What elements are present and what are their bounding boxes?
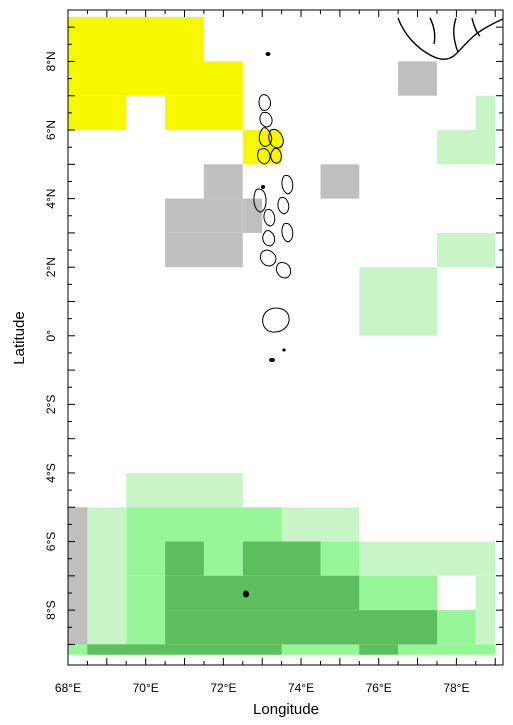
lon-tick-label: 74°E [288,681,314,695]
cell-pale-green [359,267,437,302]
cell-pale-green [475,95,496,130]
cell-pale-green [359,301,437,336]
x-axis-title: Longitude [253,701,319,718]
cell-yellow [68,16,204,62]
island-atoll-outline [262,307,290,333]
lat-tick-label: 6°N [44,120,58,140]
plot-frame [67,9,504,666]
island-atoll-outline [268,128,284,149]
cell-pale-green [281,507,360,542]
lat-tick-label: 2°N [44,257,58,277]
cell-yellow [165,95,243,130]
axis-ticks [67,10,503,665]
cell-dark-green [359,644,399,655]
cell-dark-green [165,541,204,576]
island-atoll-outline [258,94,271,111]
cell-gray [165,198,243,233]
cell-gray [242,198,263,233]
cell-pale-green [359,541,496,576]
island-dot [243,590,249,598]
island-atoll-outline [277,196,290,215]
cell-light-green [359,575,437,611]
island-atoll-outline [257,148,271,165]
cell-gray [320,164,360,199]
cell-light-green [437,610,476,645]
island-atoll-outline [275,262,292,279]
lon-tick-label: 68°E [55,681,81,695]
cell-pale-green [437,232,496,268]
cell-gray [203,164,243,199]
longitude-tick-labels: 68°E 70°E 72°E 74°E 76°E 78°E [55,681,470,695]
india-srilanka-coastline [397,17,504,60]
lat-tick-label: 8°N [44,51,58,71]
region-border-path [429,17,481,53]
lon-tick-label: 76°E [366,681,392,695]
latitude-tick-labels: 8°N 6°N 4°N 2°N 0° 2°S 4°S 6°S 8°S [44,51,58,620]
island-atoll-outline [281,222,294,243]
island-atoll-outline [259,249,277,267]
cell-yellow [68,95,127,130]
island-atoll-outline [281,174,294,195]
lat-tick-label: 8°S [44,600,58,619]
cell-dark-green [87,644,282,655]
cell-light-green [203,541,243,576]
lat-tick-label: 0° [44,330,58,342]
lat-tick-label: 4°S [44,463,58,482]
coastline-path [397,17,504,60]
cell-light-green [126,541,166,576]
cell-gray [398,61,437,96]
cell-pale-green [475,575,496,645]
cell-light-green [126,507,282,542]
cell-dark-green [165,575,360,611]
lat-tick-label: 4°N [44,189,58,209]
island-dot [265,52,271,56]
cell-gray [165,232,243,268]
cell-dark-green [165,610,437,645]
island-atoll-outline [262,230,276,247]
lon-tick-label: 72°E [210,681,236,695]
island-atoll-outline [270,147,282,164]
island-atoll-outline [263,208,276,227]
maldives-islands [243,52,294,598]
cell-yellow [68,61,243,96]
cell-light-green [126,575,166,645]
cell-pale-green [126,473,243,508]
island-atoll-outline [253,188,267,213]
shaded-cells [68,16,496,655]
cell-dark-green [242,541,321,576]
cell-light-green [320,541,360,576]
island-dot [269,358,275,362]
lat-tick-label: 6°S [44,532,58,551]
lat-tick-label: 2°S [44,395,58,414]
lon-tick-label: 78°E [443,681,469,695]
lon-tick-label: 70°E [133,681,159,695]
island-dot [261,185,265,189]
y-axis-title: Latitude [11,311,28,364]
island-dot [282,348,286,352]
cell-yellow [242,130,282,165]
cell-pale-green [437,130,496,165]
island-atoll-outline [259,111,273,128]
cell-pale-green [87,507,127,645]
